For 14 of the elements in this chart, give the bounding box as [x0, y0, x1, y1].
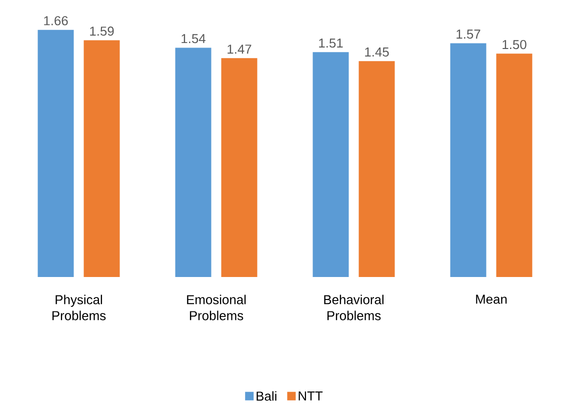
data-label: 1.54 [182, 34, 206, 44]
x-tick-label: Emosional Problems [187, 294, 246, 320]
data-label: 1.59 [90, 26, 114, 36]
data-label: 1.51 [319, 38, 343, 48]
data-label: 1.47 [228, 44, 252, 54]
data-label: 1.50 [502, 40, 526, 50]
x-tick-label: Physical Problems [52, 294, 106, 320]
x-tick-label: Behavioral Problems [324, 294, 384, 320]
data-label: 1.45 [365, 48, 389, 57]
legend-label: Bali [256, 391, 276, 401]
data-label: 1.66 [44, 16, 68, 26]
x-tick-label: Mean [476, 294, 507, 304]
legend-label: NTT [298, 391, 323, 400]
data-label: 1.57 [456, 30, 480, 39]
